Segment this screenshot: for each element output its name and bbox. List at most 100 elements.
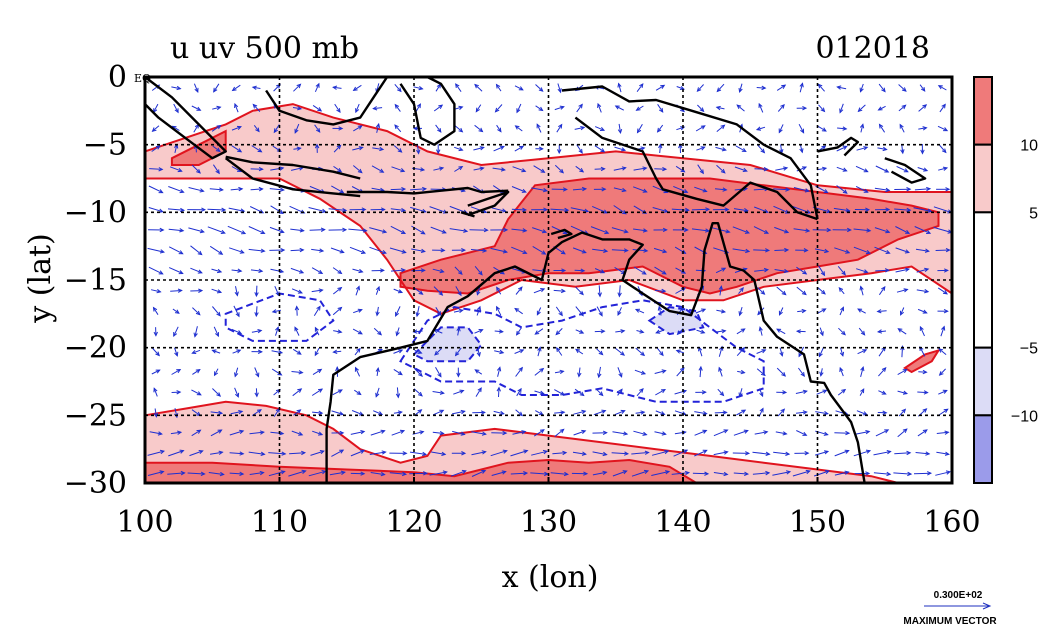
vector-shaft [713,451,728,456]
vector-head [399,429,406,434]
vector-head [659,351,664,357]
wind-vector [153,327,158,337]
vector-shaft [739,306,743,316]
vector-shaft [651,450,669,456]
vector-head [598,311,603,317]
vector-head [878,123,884,129]
vector-head [522,249,528,254]
vector-shaft [429,471,447,476]
wind-vector [918,104,928,112]
vector-shaft [570,207,589,212]
vector-head [842,145,848,150]
vector-head [700,329,706,334]
vector-head [644,450,650,455]
wind-vector [854,430,871,435]
wind-vector [193,123,199,133]
wind-vector [856,268,869,274]
vector-shaft [713,429,728,437]
vector-head [317,107,323,112]
wind-vector [411,248,426,253]
wind-vector [273,124,280,134]
wind-vector [736,346,746,357]
vector-shaft [212,106,221,110]
vector-shaft [190,245,203,255]
wind-vector [615,348,626,356]
wind-vector [290,247,305,253]
vector-head [177,167,183,173]
vector-shaft [532,245,546,255]
vector-shaft [308,207,326,213]
wind-vector [873,471,892,477]
wind-vector [853,228,872,233]
vector-head [783,268,789,274]
wind-vector [552,450,568,456]
vector-shaft [471,431,486,435]
vector-head [755,126,762,131]
vector-shaft [594,168,605,170]
vector-shaft [618,83,622,93]
vector-head [252,103,258,109]
vector-shaft [493,410,504,415]
wind-vector [839,306,844,316]
vector-head [580,268,586,273]
vector-head [174,309,180,314]
wind-vector [937,287,948,295]
vector-head [702,429,708,434]
wind-vector [576,103,583,113]
vector-shaft [413,367,423,377]
vector-shaft [147,450,165,456]
vector-head [523,449,529,454]
vector-head [744,451,751,456]
vector-head [332,85,338,90]
wind-vector [874,227,891,234]
vector-shaft [756,349,766,354]
wind-vector [678,143,683,154]
wind-vector [190,288,204,293]
vector-head [279,209,284,214]
wind-vector [575,286,584,296]
vector-shaft [537,347,541,357]
vector-shaft [733,472,748,475]
vector-head [454,351,460,357]
vector-head [417,409,423,414]
vector-shaft [674,410,686,415]
vector-head [500,167,506,172]
wind-vector [491,470,507,476]
vector-shaft [293,409,301,416]
vector-head [942,166,949,171]
wind-vector [234,102,239,113]
vector-head [900,310,905,316]
wind-vector [916,288,930,294]
wind-vector [393,410,403,415]
wind-vector [796,286,807,296]
vector-head [824,450,830,455]
wind-vector [410,186,428,192]
vector-head [781,372,787,377]
vector-head [257,349,263,354]
vector-head [239,451,245,456]
vector-shaft [313,306,321,317]
vector-head [761,85,767,91]
wind-vector [873,450,892,456]
wind-vector [696,329,706,334]
vector-head [859,123,865,129]
vector-shaft [612,431,628,435]
vector-shaft [410,188,426,191]
vector-head [476,351,481,358]
colorbar-label: −10 [1011,408,1038,425]
vector-head [218,450,224,455]
wind-vector [936,187,951,192]
vector-head [221,207,227,213]
vector-head [301,450,307,456]
vector-head [805,228,811,233]
vector-shaft [209,188,223,191]
wind-vector [814,450,830,456]
vector-head [502,249,509,254]
max-vector-value: 0.300E+02 [934,590,983,601]
vector-shaft [230,410,243,415]
vector-head [662,166,668,172]
vector-head [156,289,162,294]
vector-head [195,310,201,316]
wind-vector [857,104,866,113]
vector-head [456,372,461,378]
